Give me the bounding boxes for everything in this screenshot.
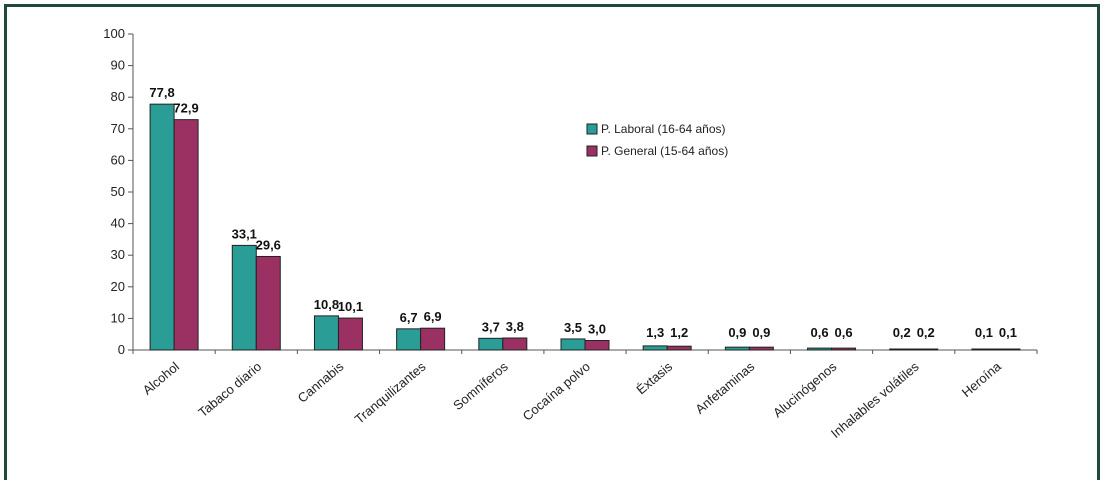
data-label: 1,3 <box>646 325 664 340</box>
data-label: 0,1 <box>975 325 993 340</box>
data-label: 72,9 <box>173 101 198 116</box>
y-tick-label: 90 <box>111 58 125 73</box>
y-tick-label: 70 <box>111 121 125 136</box>
data-label: 0,9 <box>728 325 746 340</box>
y-tick-label: 60 <box>111 152 125 167</box>
data-label: 33,1 <box>232 226 257 241</box>
axes: 0 10 20 30 40 50 60 70 80 90 100 <box>103 26 1038 357</box>
bar-general <box>831 347 857 351</box>
category-label: Cannabis <box>295 358 347 405</box>
category-label: Anfetaminas <box>692 358 757 416</box>
legend: P. Laboral (16-64 años) P. General (15-64… <box>586 122 728 158</box>
bar-laboral <box>313 315 339 351</box>
data-label: 10,8 <box>314 297 339 312</box>
category-label: Éxtasis <box>633 358 675 397</box>
data-label: 3,7 <box>482 319 500 334</box>
bar-general <box>913 348 939 351</box>
data-label: 29,6 <box>256 237 281 252</box>
data-label: 0,6 <box>811 325 829 340</box>
data-label: 0,6 <box>835 325 853 340</box>
category-label: Tranquilizantes <box>352 358 429 426</box>
legend-swatch <box>586 145 598 157</box>
data-label: 10,1 <box>338 299 363 314</box>
data-label: 0,2 <box>893 325 911 340</box>
y-tick-label: 0 <box>118 342 125 357</box>
bar-laboral <box>807 347 833 351</box>
bar-general <box>420 327 446 351</box>
legend-label: P. Laboral (16-64 años) <box>601 122 726 136</box>
data-label: 3,8 <box>506 319 524 334</box>
data-label: 0,9 <box>752 325 770 340</box>
bar-laboral <box>971 348 997 351</box>
bar-general <box>748 346 774 351</box>
category-labels: Alcohol Tabaco diario Cannabis Tranquilizan… <box>140 358 1005 441</box>
y-tick-label: 100 <box>103 26 125 41</box>
category-label: Alucinógenos <box>770 358 840 420</box>
data-label: 0,2 <box>917 325 935 340</box>
data-label: 1,2 <box>670 325 688 340</box>
bar-laboral <box>642 345 668 351</box>
category-label: Cocaína polvo <box>520 359 593 424</box>
category-label: Inhalables volátiles <box>828 358 922 440</box>
y-tick-label: 30 <box>111 247 125 262</box>
y-tick-label: 10 <box>111 310 125 325</box>
bar-laboral <box>724 346 750 351</box>
data-label: 0,1 <box>999 325 1017 340</box>
category-label: Alcohol <box>140 359 182 398</box>
y-tick-label: 80 <box>111 89 125 104</box>
bar-general <box>337 317 363 351</box>
bar-laboral <box>396 328 422 351</box>
data-label: 6,7 <box>400 310 418 325</box>
category-label: Somníferos <box>450 358 511 413</box>
y-tick-label: 50 <box>111 184 125 199</box>
bar-laboral <box>149 103 175 351</box>
data-label: 77,8 <box>149 85 174 100</box>
bar-laboral <box>478 337 504 351</box>
data-label: 6,9 <box>424 309 442 324</box>
y-tick-label: 40 <box>111 216 125 231</box>
data-labels: 77,872,9 33,129,6 10,810,1 6,7 6,9 3,7 3,8 3,5 3… <box>149 85 1017 340</box>
bar-general <box>995 348 1021 351</box>
bar-general <box>502 337 528 351</box>
chart-frame: 0 10 20 30 40 50 60 70 80 90 100 77,8 72,9 33,1 29,6 1… <box>4 4 1100 480</box>
y-tick-label: 20 <box>111 279 125 294</box>
bar-general <box>255 255 281 351</box>
bar-laboral <box>889 348 915 351</box>
legend-swatch <box>586 123 598 135</box>
data-label: 3,5 <box>564 320 582 335</box>
category-label: Heroína <box>959 358 1005 400</box>
bar-chart: 0 10 20 30 40 50 60 70 80 90 100 77,872,9 33,129,6 1… <box>103 26 1038 441</box>
bar-general <box>173 119 199 351</box>
bars <box>149 103 1021 351</box>
bar-general <box>584 340 610 351</box>
bar-laboral <box>560 338 586 351</box>
bar-general <box>666 345 692 351</box>
legend-label: P. General (15-64 años) <box>601 144 728 158</box>
bar-laboral <box>231 244 257 351</box>
category-label: Tabaco diario <box>195 359 264 420</box>
data-label: 3,0 <box>588 322 606 337</box>
